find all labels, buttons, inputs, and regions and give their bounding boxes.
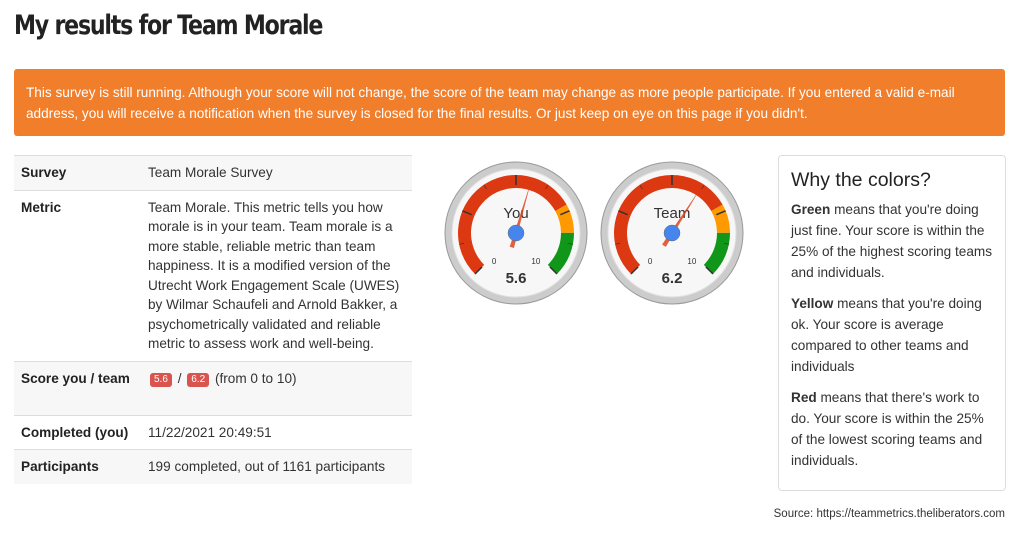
page-title: My results for Team Morale: [14, 10, 323, 41]
table-row: Participants 199 completed, out of 1161 p…: [14, 449, 412, 484]
score-you-badge: 5.6: [150, 372, 172, 387]
gauge-tick: [483, 184, 487, 190]
gauge-tick: [549, 266, 558, 275]
gauge-band-red: [458, 175, 567, 275]
gauge-tick: [567, 243, 573, 245]
gauge-hub: [507, 224, 525, 242]
table-row: Score you / team 5.6 / 6.2 (from 0 to 10): [14, 360, 412, 415]
gauge-tick: [474, 266, 483, 275]
gauge-value: 6.2: [662, 270, 683, 287]
gauge-min-label: 0: [492, 257, 497, 266]
gauge-band-green: [547, 232, 574, 275]
gauge-tick: [716, 210, 726, 216]
gauge-value: 5.6: [506, 270, 527, 287]
gauge-tick: [639, 184, 643, 190]
gauge-label: You: [503, 205, 528, 222]
table-row: Completed (you) 11/22/2021 20:49:51: [14, 414, 412, 450]
source-caption: Source: https://teammetrics.theliberator…: [773, 508, 1005, 520]
gauge-band-red: [614, 175, 723, 275]
gauge-tick: [545, 184, 549, 190]
table-row: Metric Team Morale. This metric tells you…: [14, 189, 412, 361]
results-table: Survey Team Morale Survey Metric Team Mora…: [14, 155, 412, 484]
gauge-tick: [705, 266, 714, 275]
table-row: Survey Team Morale Survey: [14, 155, 412, 190]
gauge-tick: [618, 210, 628, 216]
gauge-band-green: [703, 232, 730, 275]
gauge-hub: [663, 224, 681, 242]
gauge-tick: [723, 243, 729, 245]
colors-explanation-panel: Why the colors? Green means that you're …: [778, 155, 1006, 491]
gauge-tick: [701, 184, 705, 190]
survey-running-alert: This survey is still running. Although y…: [14, 69, 1005, 136]
score-team-badge: 6.2: [187, 372, 210, 387]
gauge-max-label: 10: [531, 257, 540, 266]
gauge-max-label: 10: [687, 257, 696, 266]
gauge-tick: [462, 210, 472, 216]
gauge-min-label: 0: [648, 257, 653, 266]
gauge-tick: [459, 243, 465, 245]
gauge-tick: [630, 266, 639, 275]
gauge-tick: [560, 210, 570, 216]
gauge-tick: [615, 243, 621, 245]
